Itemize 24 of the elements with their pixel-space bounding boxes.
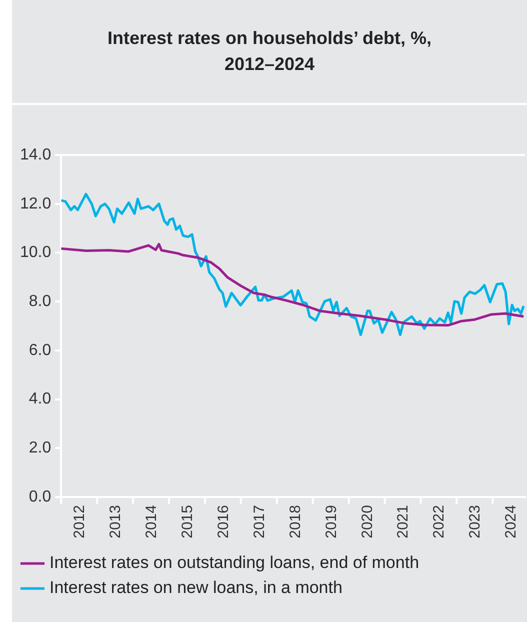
y-tick-label: 2.0 [28, 440, 52, 457]
chart-title: Interest rates on households’ debt, %, 2012–2024 [12, 0, 527, 105]
x-tick-label: 2016 [214, 505, 232, 538]
x-tick-label: 2022 [430, 505, 448, 538]
y-tick-label: 10.0 [20, 244, 52, 262]
x-tick-label: 2023 [466, 505, 484, 538]
x-tick-label: 2012 [71, 505, 88, 538]
x-tick-label: 2018 [286, 505, 304, 538]
x-tick-label: 2015 [178, 505, 196, 538]
y-tick-label: 4.0 [28, 390, 52, 408]
x-tick-label: 2017 [250, 505, 268, 538]
legend-label: Interest rates on outstanding loans, end of month [50, 553, 420, 572]
x-tick-label: 2014 [143, 505, 160, 538]
x-tick-label: 2021 [394, 505, 412, 538]
y-tick-label: 12.0 [20, 195, 52, 212]
y-tick-label: 0.0 [28, 488, 52, 506]
x-tick-label: 2020 [358, 505, 376, 538]
legend-label: Interest rates on new loans, in a month [50, 578, 342, 598]
x-tick-label: 2013 [107, 505, 124, 538]
x-tick-label: 2019 [322, 505, 340, 538]
y-tick-label: 8.0 [28, 292, 52, 310]
y-tick-label: 6.0 [28, 342, 52, 359]
x-tick-label: 2024 [502, 505, 520, 538]
y-tick-label: 14.0 [20, 146, 52, 164]
